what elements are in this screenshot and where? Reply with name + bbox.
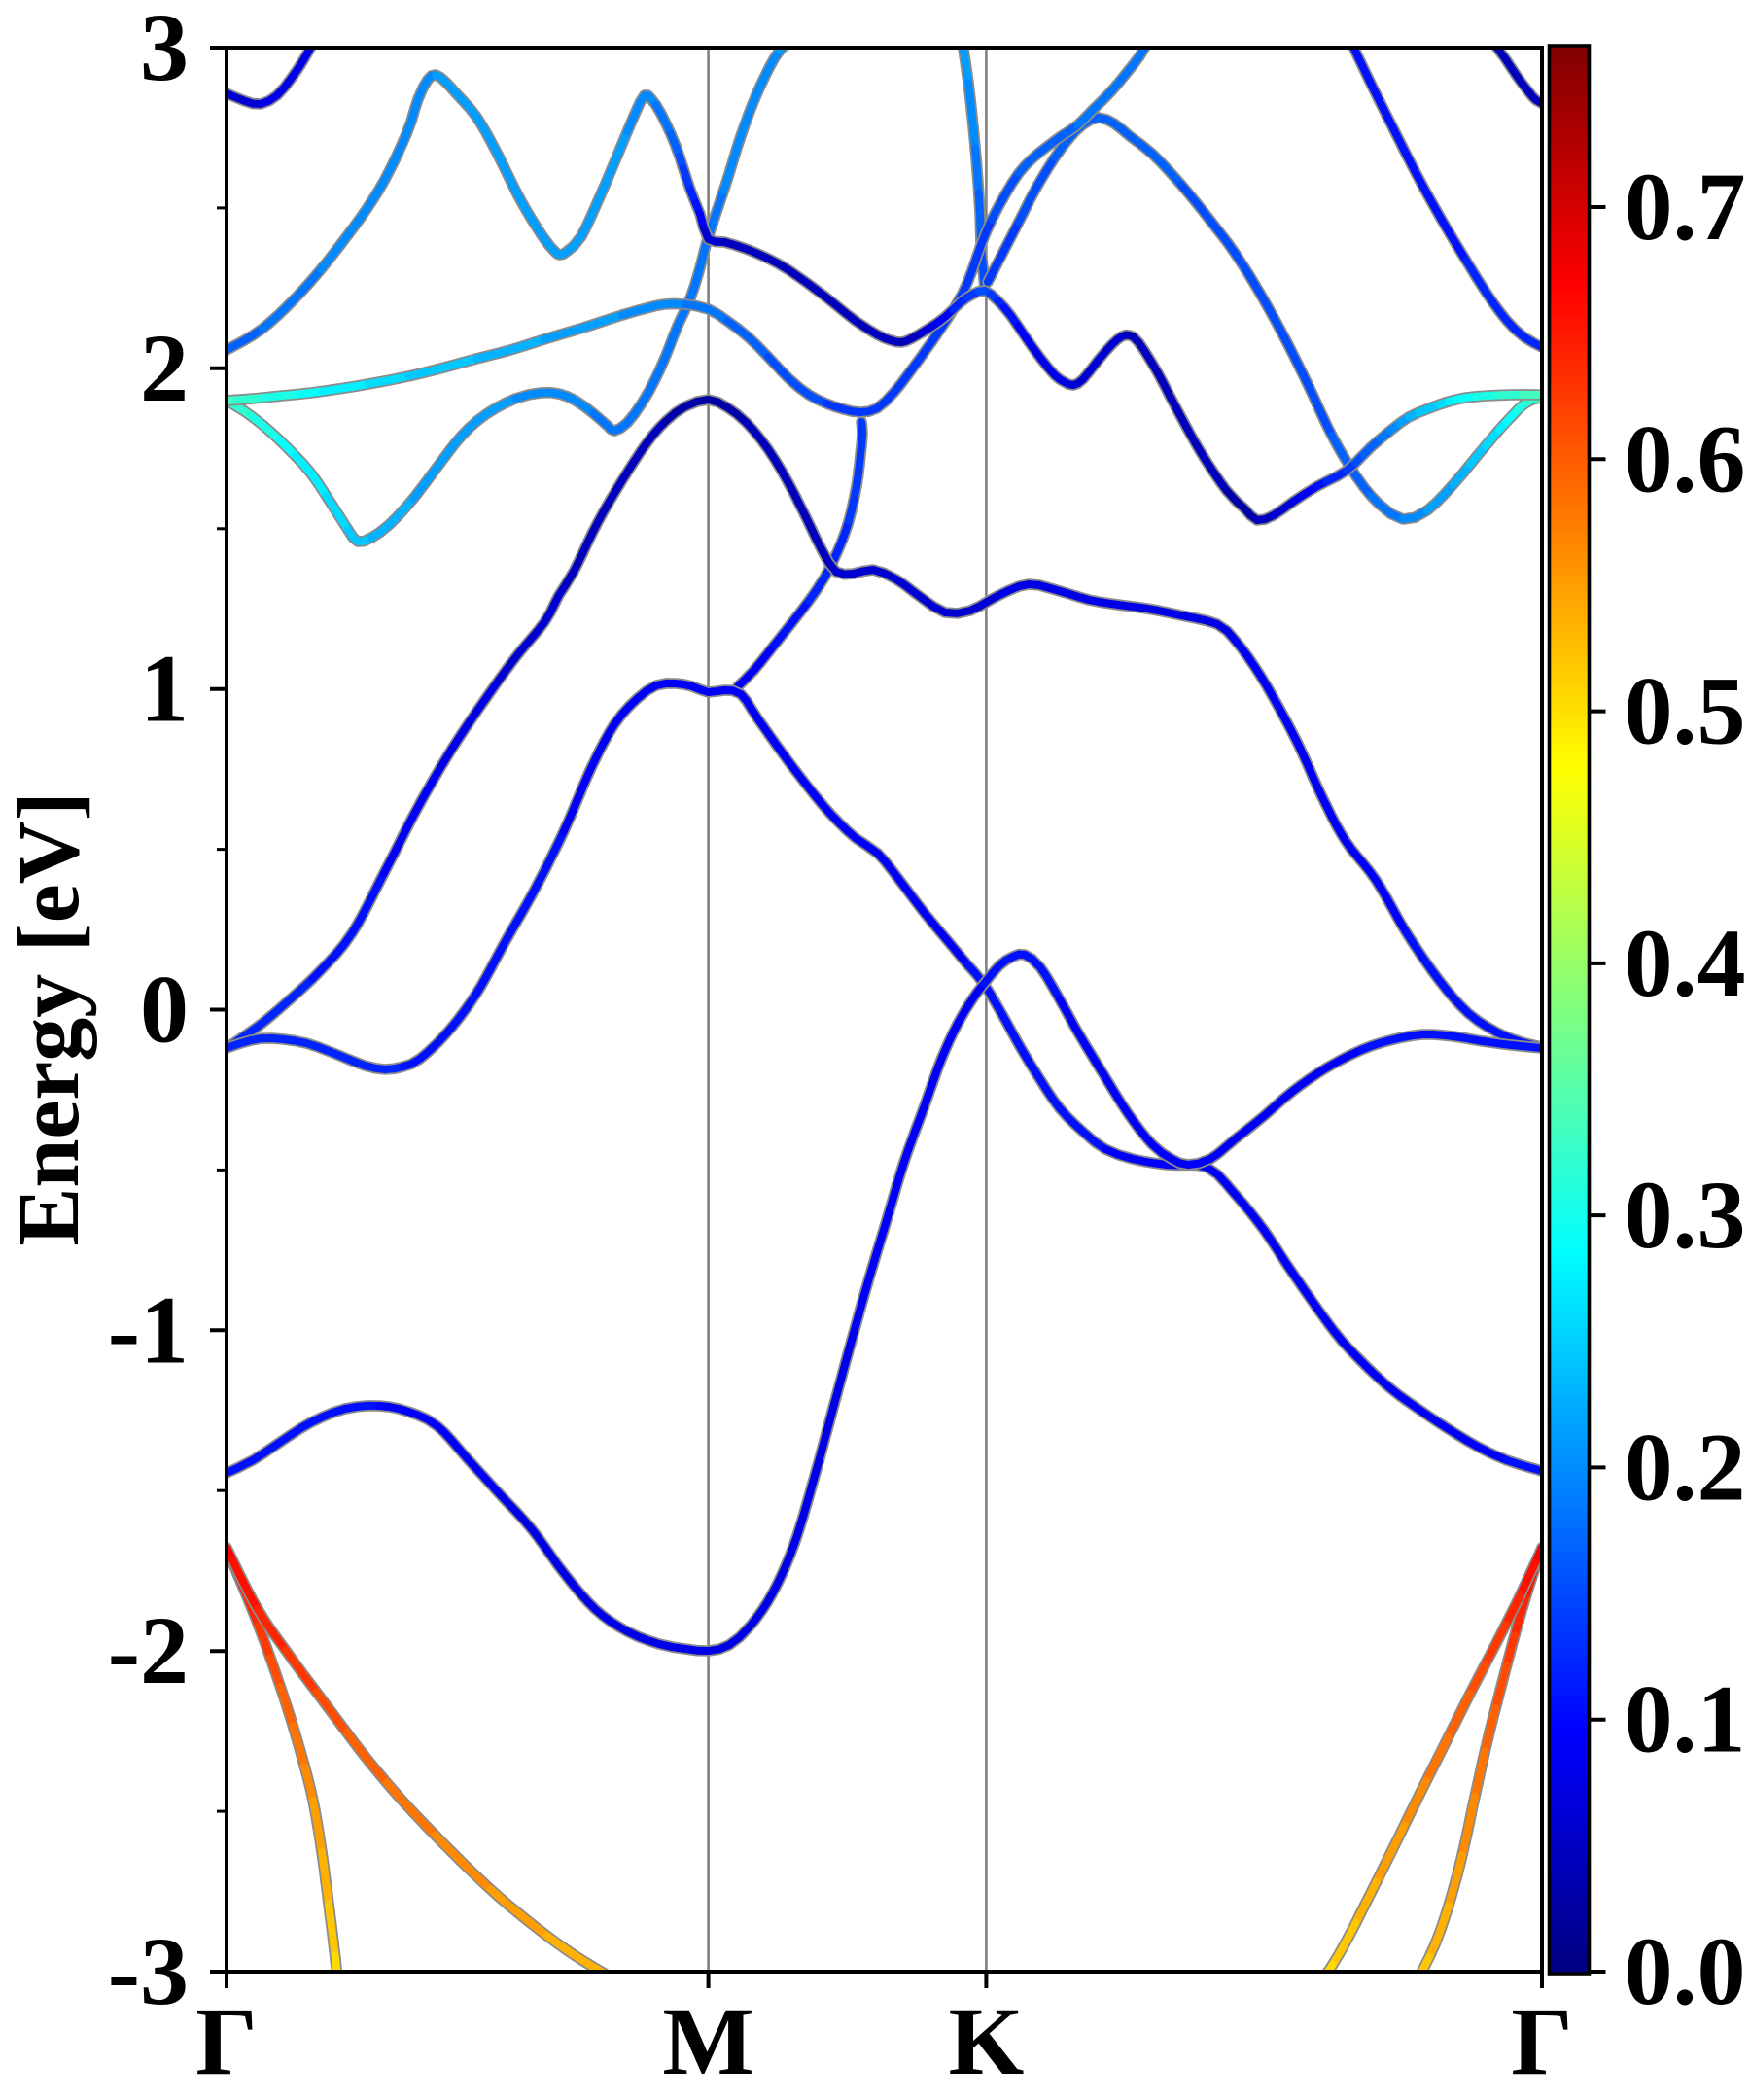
svg-text:M: M bbox=[662, 1987, 753, 2095]
svg-text:0.4: 0.4 bbox=[1625, 909, 1746, 1017]
svg-text:0.5: 0.5 bbox=[1625, 657, 1746, 765]
svg-text:0.0: 0.0 bbox=[1625, 1917, 1746, 2025]
svg-text:0.6: 0.6 bbox=[1625, 404, 1746, 512]
svg-text:3: 3 bbox=[140, 0, 189, 101]
svg-text:Γ: Γ bbox=[1511, 1987, 1573, 2095]
svg-text:0.3: 0.3 bbox=[1625, 1161, 1746, 1269]
svg-text:0: 0 bbox=[140, 956, 189, 1064]
svg-text:Γ: Γ bbox=[195, 1987, 258, 2095]
svg-text:0.1: 0.1 bbox=[1625, 1665, 1746, 1773]
svg-text:1: 1 bbox=[140, 635, 189, 743]
svg-text:Energy [eV]: Energy [eV] bbox=[1, 791, 97, 1245]
svg-text:-3: -3 bbox=[108, 1917, 189, 2025]
svg-text:-1: -1 bbox=[108, 1276, 189, 1383]
svg-text:-2: -2 bbox=[108, 1596, 189, 1704]
svg-text:2: 2 bbox=[140, 314, 189, 422]
svg-text:0.2: 0.2 bbox=[1625, 1413, 1746, 1521]
svg-text:0.7: 0.7 bbox=[1625, 153, 1746, 261]
svg-text:K: K bbox=[949, 1987, 1025, 2095]
